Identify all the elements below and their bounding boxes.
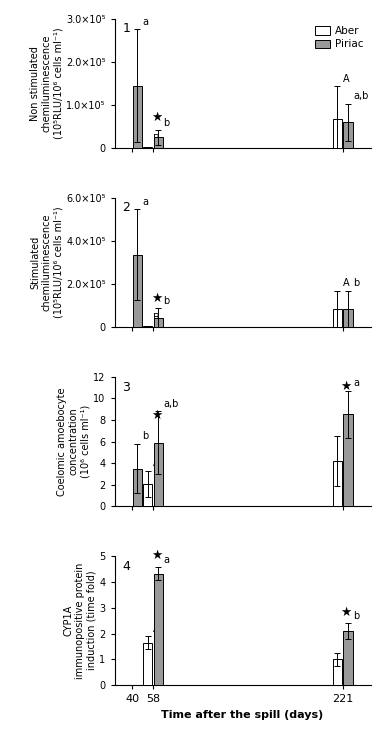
Text: ★: ★ [151, 549, 162, 562]
Text: 4: 4 [122, 559, 130, 573]
Text: a: a [163, 555, 170, 565]
X-axis label: Time after the spill (days): Time after the spill (days) [162, 710, 324, 720]
Text: b: b [353, 278, 359, 288]
Text: b: b [163, 118, 170, 127]
Text: A: A [153, 624, 160, 634]
Legend: Aber, Piriac: Aber, Piriac [313, 24, 365, 52]
Bar [154, 442, 163, 506]
Bar [343, 631, 353, 685]
Text: 2: 2 [122, 202, 130, 214]
Text: a,b: a,b [353, 91, 369, 102]
Bar [154, 574, 163, 685]
Text: A: A [343, 424, 349, 433]
Bar [154, 318, 163, 328]
Bar [143, 326, 152, 328]
Bar [143, 484, 152, 506]
Text: A: A [153, 459, 160, 468]
Text: b: b [353, 611, 359, 621]
Bar [143, 147, 152, 148]
Y-axis label: Stimulated
chemiluminescence
(10⁵RLU/10⁶ cells ml⁻¹): Stimulated chemiluminescence (10⁵RLU/10⁶… [30, 207, 63, 319]
Bar [333, 119, 342, 148]
Text: ★: ★ [151, 292, 162, 305]
Text: ★: ★ [151, 409, 162, 422]
Y-axis label: Non stimulated
chemiluminescence
(10⁵RLU/10⁶ cells ml⁻¹): Non stimulated chemiluminescence (10⁵RLU… [30, 27, 63, 139]
Bar [133, 85, 142, 148]
Text: a: a [353, 379, 359, 388]
Y-axis label: Coelomic amoebocyte
concentration
(10⁶ cells ml⁻¹): Coelomic amoebocyte concentration (10⁶ c… [57, 388, 91, 496]
Bar [133, 255, 142, 328]
Text: b: b [142, 431, 149, 442]
Text: b: b [163, 296, 170, 305]
Text: B: B [153, 134, 160, 144]
Text: ★: ★ [151, 111, 162, 124]
Text: A: A [343, 278, 349, 288]
Text: a: a [142, 17, 149, 27]
Text: B: B [153, 313, 160, 323]
Bar [343, 414, 353, 506]
Text: 3: 3 [122, 381, 130, 393]
Text: a,b: a,b [163, 399, 179, 409]
Bar [154, 138, 163, 148]
Bar [333, 309, 342, 328]
Bar [133, 468, 142, 506]
Bar [343, 122, 353, 148]
Y-axis label: CYP1A
immunopositive protein
induction (time fold): CYP1A immunopositive protein induction (… [63, 562, 97, 679]
Bar [333, 461, 342, 506]
Bar [343, 309, 353, 328]
Text: a: a [142, 197, 149, 207]
Text: 1: 1 [122, 22, 130, 36]
Text: B: B [343, 641, 350, 651]
Text: A: A [343, 74, 349, 84]
Bar [333, 659, 342, 685]
Text: ★: ★ [340, 380, 352, 393]
Text: ★: ★ [340, 606, 352, 619]
Bar [143, 642, 152, 685]
